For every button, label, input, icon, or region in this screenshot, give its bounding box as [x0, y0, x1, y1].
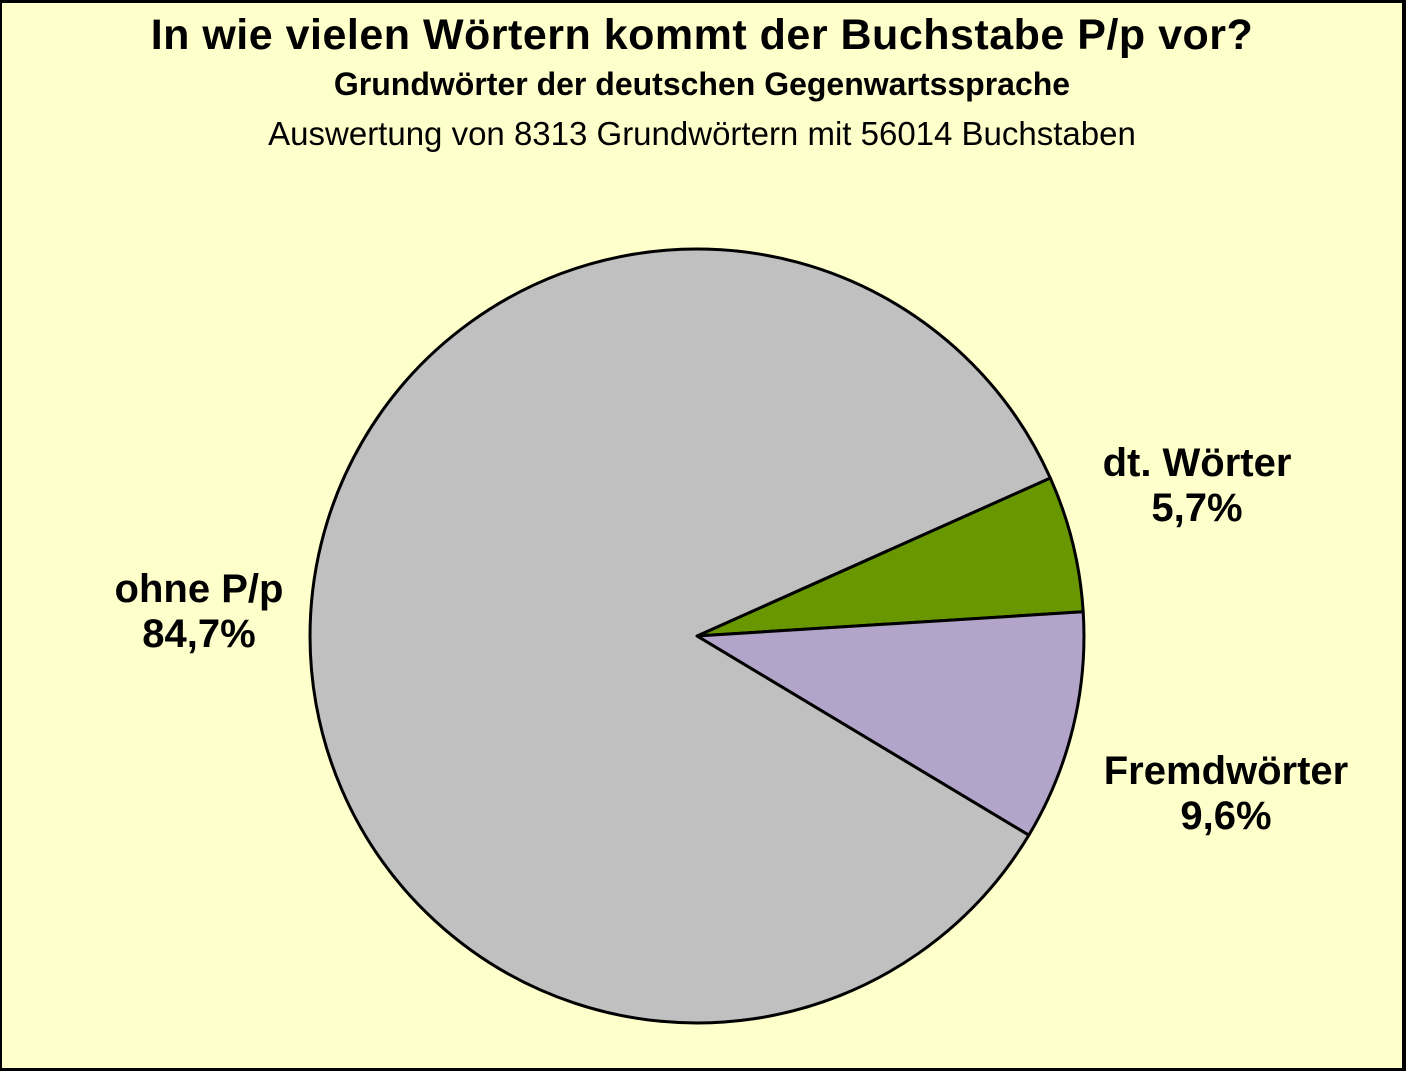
slice-name: ohne P/p — [114, 567, 284, 611]
slice-name: dt. Wörter — [1102, 441, 1292, 485]
slice-label-ohne-pp: ohne P/p 84,7% — [115, 567, 284, 657]
chart-title: In wie vielen Wörtern kommt der Buchstab… — [150, 11, 1254, 59]
pie-slice-fremdwoerter — [695, 610, 1086, 837]
chart-header: In wie vielen Wörtern kommt der Buchstab… — [2, 3, 1402, 152]
chart-note: Auswertung von 8313 Grundwörtern mit 560… — [268, 115, 1136, 152]
slice-value: 84,7% — [142, 612, 256, 656]
pie-slice-ohne-pp — [308, 247, 1052, 1025]
pie-slice-dt-woerter — [695, 476, 1085, 638]
slice-label-dt-woerter: dt. Wörter 5,7% — [1103, 441, 1292, 531]
slice-value: 5,7% — [1151, 486, 1243, 530]
slice-label-fremdwoerter: Fremdwörter 9,6% — [1104, 749, 1349, 839]
chart-subtitle: Grundwörter der deutschen Gegenwartsspra… — [333, 66, 1071, 102]
slice-name: Fremdwörter — [1103, 749, 1349, 793]
slice-value: 9,6% — [1180, 794, 1272, 838]
pie-chart — [308, 247, 1086, 1025]
